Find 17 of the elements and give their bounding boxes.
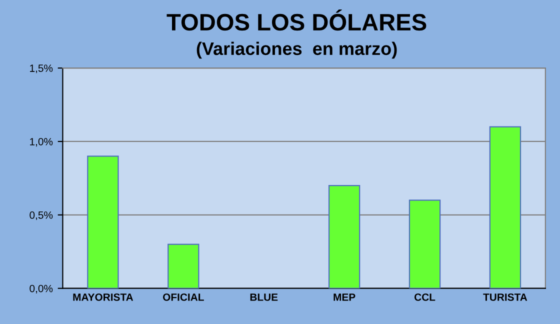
x-tick-label: MAYORISTA: [73, 293, 134, 301]
bar: [168, 244, 200, 288]
chart-subtitle: (Variaciones en marzo): [196, 42, 397, 59]
bar: [408, 200, 441, 288]
y-tick-label: 1,0%: [30, 138, 53, 147]
y-tick-label: 0,0%: [30, 284, 53, 294]
y-tick-label: 1,5%: [30, 64, 53, 74]
x-tick-label: CCL: [414, 293, 436, 301]
x-tick-label: OFICIAL: [163, 293, 204, 301]
bar: [328, 184, 360, 288]
bar: [489, 126, 522, 288]
bar: [87, 156, 119, 288]
x-tick-label: TURISTA: [483, 293, 528, 301]
x-tick-label: BLUE: [250, 294, 278, 301]
x-tick-label: MEP: [334, 294, 356, 301]
y-tick-label: 0,5%: [30, 211, 53, 220]
chart-title: TODOS LOS DÓLARES: [166, 9, 426, 31]
